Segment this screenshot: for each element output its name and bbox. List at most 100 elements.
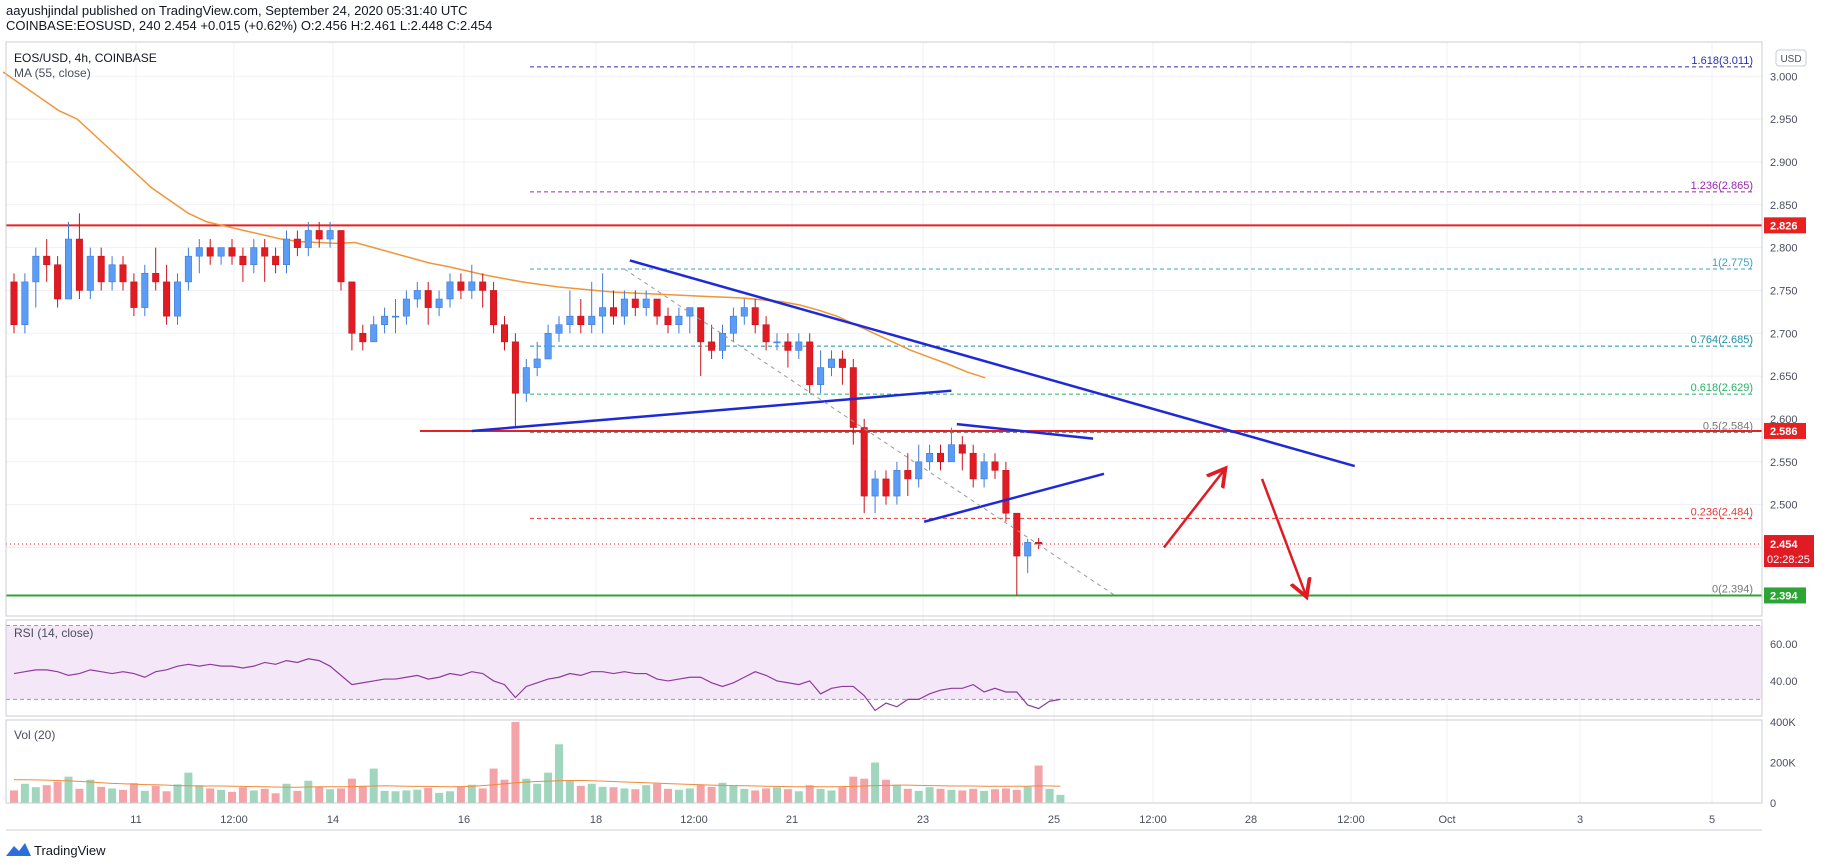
volume-bar <box>326 789 335 803</box>
candle-body <box>250 247 258 266</box>
volume-bar <box>184 772 193 803</box>
candle-body <box>642 298 650 308</box>
candle-body <box>359 332 367 343</box>
volume-bar <box>31 787 40 803</box>
candle-body <box>599 307 607 317</box>
volume-bar <box>794 791 803 803</box>
candle-body <box>871 478 879 497</box>
volume-bar <box>805 785 814 803</box>
candle-body <box>653 298 661 317</box>
logo-text: TradingView <box>34 843 106 858</box>
candle-body <box>75 238 83 291</box>
candle-body <box>348 281 356 334</box>
resistance-mid-badge-label: 2.586 <box>1770 426 1798 438</box>
x-tick-label: 18 <box>590 814 602 826</box>
volume-bar <box>238 787 247 803</box>
candle-body <box>544 332 552 360</box>
volume-bar <box>958 790 967 803</box>
volume-bar <box>609 787 618 803</box>
candle-body <box>555 324 563 334</box>
candle-body <box>391 315 399 318</box>
volume-bar <box>446 791 454 803</box>
candle-body <box>228 247 236 257</box>
volume-bar <box>642 785 651 803</box>
candle-body <box>620 298 628 317</box>
volume-bar <box>773 787 781 803</box>
axes <box>5 41 1814 831</box>
fib-level-label: 0(2.394) <box>1712 583 1753 595</box>
candle-body <box>141 273 149 308</box>
volume-bar <box>413 789 422 803</box>
volume-bar <box>217 789 226 803</box>
candle-body <box>1002 470 1010 514</box>
candle-body <box>969 452 977 480</box>
candle-body <box>784 341 792 351</box>
descending-trendline <box>629 259 1356 468</box>
candle-body <box>915 461 923 480</box>
candle-body <box>119 264 127 283</box>
volume-bar <box>64 776 73 803</box>
flag-upper-line <box>956 422 1094 440</box>
volume-bar <box>10 790 18 803</box>
volume-title: Vol (20) <box>14 728 55 742</box>
candle-body <box>108 264 116 283</box>
y-tick-label: 2.750 <box>1770 285 1798 297</box>
volume-bar <box>42 785 51 803</box>
resistance-high-badge-label: 2.826 <box>1770 220 1798 232</box>
volume-bar <box>467 784 476 803</box>
x-tick-label: Oct <box>1438 814 1455 826</box>
volume-bar <box>456 786 465 803</box>
volume-bar <box>129 783 138 803</box>
volume-bar <box>718 782 727 803</box>
volume-bar <box>664 788 672 803</box>
candle-body <box>293 238 301 248</box>
candle-body <box>882 478 890 497</box>
y-tick-label: 2.800 <box>1770 243 1798 255</box>
x-tick-label: 12:00 <box>220 814 248 826</box>
candle-body <box>817 367 825 385</box>
candle-body <box>795 341 803 351</box>
price-chart-title: EOS/USD, 4h, COINBASE <box>14 51 157 65</box>
rsi-tick-label: 40.00 <box>1770 676 1798 688</box>
candle-body <box>97 255 105 283</box>
volume-bar <box>489 768 498 803</box>
candle-body <box>217 247 225 257</box>
y-tick-label: 3.000 <box>1770 71 1798 83</box>
volume-bar <box>402 790 411 803</box>
candle-body <box>631 298 639 308</box>
candle-body <box>413 290 421 300</box>
candle-body <box>54 264 62 300</box>
candle-body <box>751 307 759 326</box>
volume-bar <box>358 785 367 803</box>
volume-bar <box>228 791 236 803</box>
volume-bar <box>380 790 389 803</box>
rsi-pane <box>6 625 1762 712</box>
candle-body <box>304 230 312 248</box>
rsi-line <box>13 658 1061 712</box>
volume-bar <box>892 784 901 803</box>
flag-lower-line <box>923 472 1105 523</box>
volume-bar <box>816 788 825 803</box>
candle-body <box>152 273 160 283</box>
volume-bar <box>783 789 792 803</box>
volume-bar <box>685 788 694 803</box>
candle-body <box>533 358 541 368</box>
volume-bar <box>151 785 160 803</box>
countdown-label: 02:28:25 <box>1767 554 1810 566</box>
volume-bar <box>555 744 563 803</box>
quote-line: COINBASE:EOSUSD, 240 2.454 +0.015 (+0.62… <box>6 18 493 33</box>
volume-bar <box>162 791 171 803</box>
volume-bar <box>511 722 520 803</box>
x-tick-label: 23 <box>917 814 929 826</box>
labels: 11 12:00 14 16 18 12:00 21 23 25 12:00 28 12:00 Oct 3… <box>14 51 1810 826</box>
candle-body <box>86 255 94 291</box>
volume-ma-line <box>14 779 1061 788</box>
candle-body <box>740 307 748 317</box>
y-tick-label: 2.600 <box>1770 414 1798 426</box>
volume-bar <box>1001 788 1010 803</box>
volume-bar <box>282 783 291 803</box>
volume-bar <box>435 792 444 803</box>
candle-body <box>490 290 498 326</box>
volume-bar <box>762 788 771 803</box>
candle-body <box>806 341 814 385</box>
